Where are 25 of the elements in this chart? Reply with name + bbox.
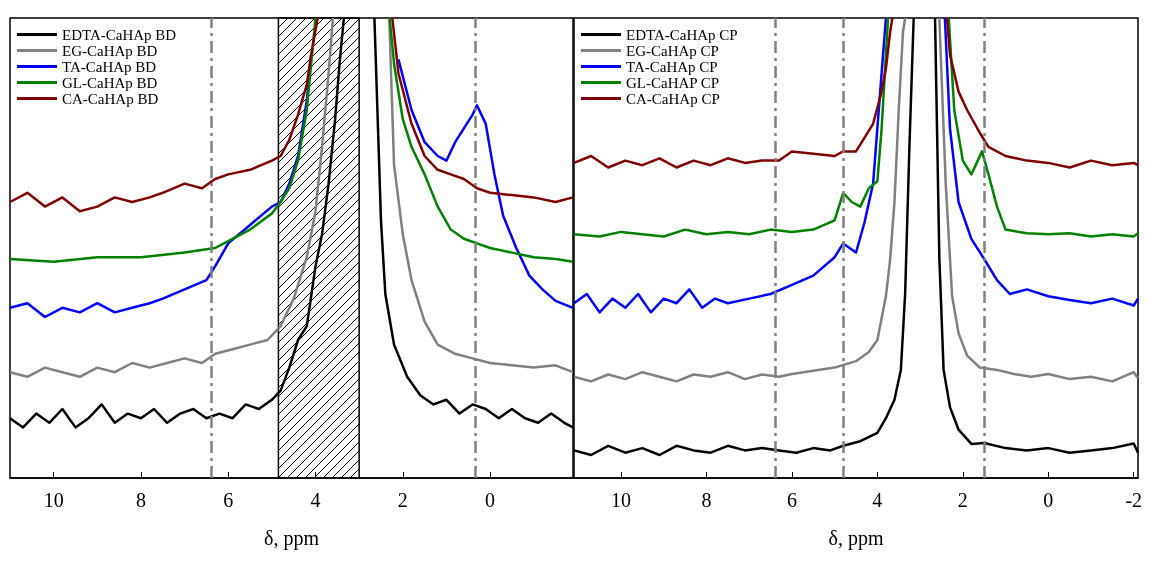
legend-label: TA-CaHAp BD xyxy=(62,58,157,75)
x-tick-label: 10 xyxy=(43,489,64,511)
legend-label: TA-CaHAp CP xyxy=(626,58,718,75)
legend-label: CA-CaHAp BD xyxy=(62,90,159,107)
legend-label: CA-CaHAp CP xyxy=(626,90,720,107)
x-axis-title: δ, ppm xyxy=(828,527,884,550)
x-tick-label: 8 xyxy=(701,489,712,511)
x-tick-label: 6 xyxy=(786,489,797,511)
legend-label: EG-CaHAp CP xyxy=(626,42,719,59)
x-tick-label: 4 xyxy=(872,489,883,511)
legend-label: EG-CaHAp BD xyxy=(62,42,158,59)
x-tick-label: 2 xyxy=(397,489,408,511)
x-tick-label: 0 xyxy=(1043,489,1054,511)
legend-label: GL-CaHAP CP xyxy=(626,74,720,91)
legend-label: EDTA-CaHAp CP xyxy=(626,26,738,43)
x-axis-title: δ, ppm xyxy=(264,527,320,550)
x-tick-label: 6 xyxy=(223,489,234,511)
x-tick-label: 8 xyxy=(135,489,146,511)
x-tick-label: 4 xyxy=(310,489,321,511)
x-tick-label: -2 xyxy=(1125,489,1143,511)
x-tick-label: 10 xyxy=(611,489,631,511)
legend-label: GL-CaHAp BD xyxy=(62,74,158,91)
x-tick-label: 0 xyxy=(485,489,496,511)
x-tick-label: 2 xyxy=(957,489,968,511)
legend-label: EDTA-CaHAp BD xyxy=(62,26,177,43)
